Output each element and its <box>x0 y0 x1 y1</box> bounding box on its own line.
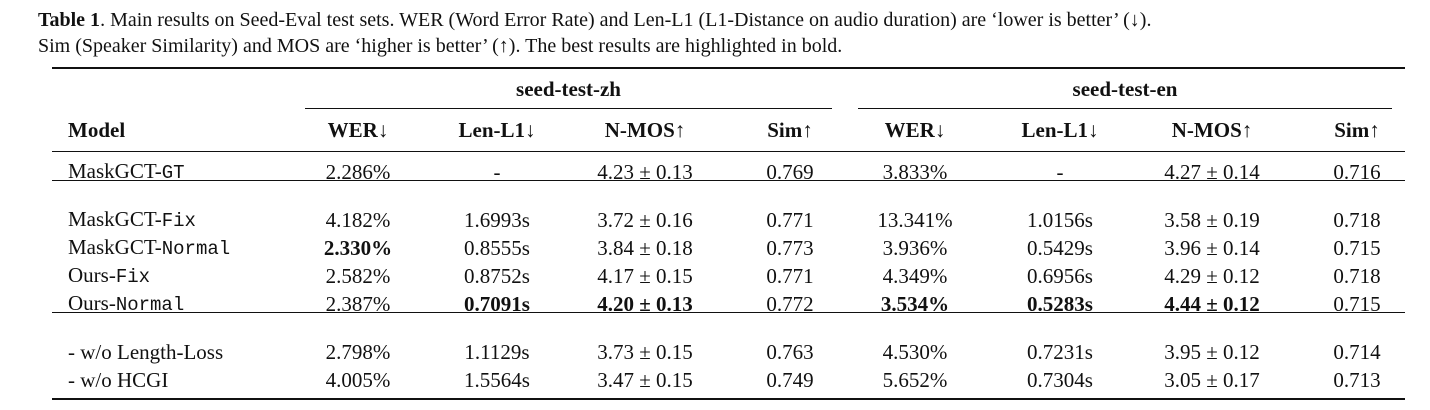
cell: 3.47 ± 0.15 <box>597 368 693 392</box>
cell: 0.718 <box>1333 264 1381 288</box>
caption-text: . Main results on Seed-Eval test sets. W… <box>100 9 1152 31</box>
model-name: MaskGCT-Normal <box>68 235 230 261</box>
model-name: - w/o Length-Loss <box>68 340 223 364</box>
group-header: seed-test-en <box>1072 77 1178 101</box>
rule <box>52 398 1405 400</box>
cell: 0.773 <box>766 236 814 260</box>
model-variant: Fix <box>161 210 196 232</box>
model-name: MaskGCT-Fix <box>68 207 196 233</box>
cell: 1.6993s <box>464 208 530 232</box>
cell: 0.8752s <box>464 264 530 288</box>
rule <box>858 108 1392 109</box>
model-base: - w/o HCGI <box>68 368 169 392</box>
cell: 0.7231s <box>1027 340 1093 364</box>
cell: 3.96 ± 0.14 <box>1164 236 1260 260</box>
cell: 0.5429s <box>1027 236 1093 260</box>
column-header: WER↓ <box>327 118 389 142</box>
column-header: N-MOS↑ <box>604 118 686 142</box>
cell: 0.715 <box>1333 236 1381 260</box>
model-base: Ours- <box>68 263 116 287</box>
cell: 4.17 ± 0.15 <box>597 264 693 288</box>
cell: 3.72 ± 0.16 <box>597 208 693 232</box>
cell: 4.530% <box>882 340 948 364</box>
cell: 3.84 ± 0.18 <box>597 236 693 260</box>
model-variant: Normal <box>161 238 231 260</box>
model-variant: Fix <box>115 266 151 288</box>
model-variant: Normal <box>115 294 185 316</box>
cell: - <box>1056 160 1064 184</box>
rule <box>52 312 1405 313</box>
cell: 0.6956s <box>1027 264 1093 288</box>
caption-line: Table 1. Main results on Seed-Eval test … <box>38 8 1151 32</box>
cell: 0.718 <box>1333 208 1381 232</box>
caption-line: Sim (Speaker Similarity) and MOS are ‘hi… <box>38 34 842 58</box>
cell: 0.713 <box>1333 368 1381 392</box>
cell: 13.341% <box>877 208 953 232</box>
rule <box>305 108 832 109</box>
cell: 1.0156s <box>1027 208 1093 232</box>
column-header: Sim↑ <box>767 118 813 142</box>
cell: 3.95 ± 0.12 <box>1164 340 1260 364</box>
cell: 2.798% <box>325 340 391 364</box>
model-base: MaskGCT- <box>68 159 162 183</box>
column-header: Len-L1↓ <box>458 118 536 142</box>
cell: 2.330% <box>323 236 393 260</box>
cell: 3.05 ± 0.17 <box>1164 368 1260 392</box>
column-header: Model <box>68 118 126 142</box>
column-header: Len-L1↓ <box>1021 118 1099 142</box>
cell: - <box>493 160 501 184</box>
cell: 4.29 ± 0.12 <box>1164 264 1260 288</box>
column-header: WER↓ <box>884 118 946 142</box>
rule <box>52 180 1405 181</box>
cell: 4.182% <box>325 208 391 232</box>
cell: 1.5564s <box>464 368 530 392</box>
cell: 0.714 <box>1333 340 1381 364</box>
cell: 0.749 <box>766 368 814 392</box>
rule <box>52 67 1405 69</box>
model-base: MaskGCT- <box>68 207 162 231</box>
cell: 4.005% <box>325 368 391 392</box>
column-header: Sim↑ <box>1334 118 1380 142</box>
column-header: N-MOS↑ <box>1171 118 1253 142</box>
model-base: MaskGCT- <box>68 235 162 259</box>
cell: 3.936% <box>882 236 948 260</box>
caption-text: Sim (Speaker Similarity) and MOS are ‘hi… <box>38 35 843 57</box>
group-header: seed-test-zh <box>516 77 621 101</box>
cell: 5.652% <box>882 368 948 392</box>
cell: 2.582% <box>325 264 391 288</box>
cell: 0.763 <box>766 340 814 364</box>
model-base: Ours- <box>68 291 116 315</box>
cell: 0.7304s <box>1027 368 1093 392</box>
caption-label: Table 1 <box>38 9 101 31</box>
model-name: Ours-Fix <box>68 263 150 289</box>
cell: 0.8555s <box>464 236 530 260</box>
cell: 1.1129s <box>464 340 530 364</box>
cell: 3.58 ± 0.19 <box>1164 208 1260 232</box>
cell: 4.349% <box>882 264 948 288</box>
model-variant: GT <box>161 162 185 184</box>
cell: 0.771 <box>766 208 814 232</box>
cell: 3.73 ± 0.15 <box>597 340 693 364</box>
model-name: MaskGCT-GT <box>68 159 185 185</box>
model-name: Ours-Normal <box>68 291 184 317</box>
model-name: - w/o HCGI <box>68 368 168 392</box>
rule <box>52 151 1405 152</box>
cell: 0.771 <box>766 264 814 288</box>
model-base: - w/o Length-Loss <box>68 340 224 364</box>
